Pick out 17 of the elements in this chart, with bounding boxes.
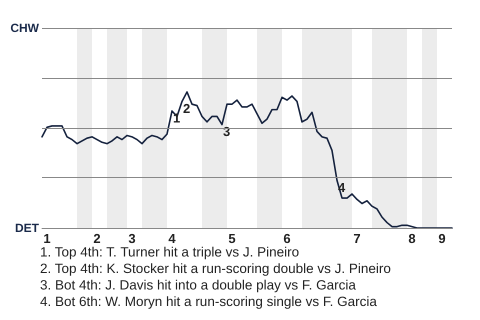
x-tick-label: 1 (43, 231, 51, 246)
x-tick-label: 6 (283, 231, 291, 246)
x-tick-label: 4 (168, 231, 176, 246)
x-tick-label: 8 (408, 231, 416, 246)
x-tick-label: 7 (353, 231, 361, 246)
ref-line-label: DET (15, 221, 40, 235)
x-tick-label: 5 (228, 231, 236, 246)
ref-line-label: CHW (10, 21, 40, 35)
annotation: 2 (183, 100, 190, 116)
text: 2. Top 4th: K. Stocker hit a run-scoring double vs J. Pineiro (40, 261, 391, 276)
x-tick-label: 2 (93, 231, 101, 246)
text: 3. Bot 4th: J. Davis hit into a double play vs F. Garcia (40, 278, 356, 292)
text: 4. Bot 6th: W. Moryn hit a run-scoring single vs F. Garcia (40, 294, 378, 309)
annotation: 1 (173, 110, 180, 126)
x-tick-label: 9 (438, 231, 446, 246)
text: 1. Top 4th: T. Turner hit a triple vs J. Pineiro (40, 244, 300, 260)
x-tick-label: 3 (128, 231, 136, 246)
